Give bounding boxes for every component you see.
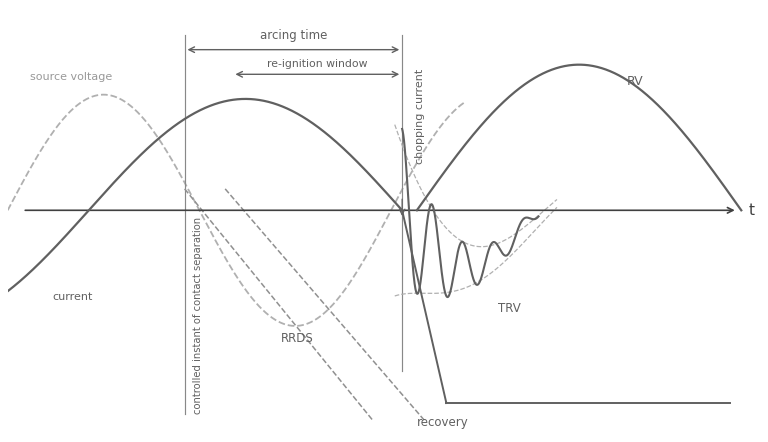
Text: TRV: TRV (498, 302, 521, 315)
Text: re-ignition window: re-ignition window (267, 59, 368, 69)
Text: chopping current: chopping current (415, 69, 425, 164)
Text: t: t (749, 203, 755, 218)
Text: arcing time: arcing time (260, 29, 327, 42)
Text: current: current (52, 292, 92, 302)
Text: RV: RV (627, 75, 644, 88)
Text: RRDS: RRDS (280, 332, 313, 345)
Text: recovery: recovery (417, 416, 468, 429)
Text: controlled instant of contact separation: controlled instant of contact separation (194, 217, 204, 414)
Text: source voltage: source voltage (30, 72, 112, 82)
